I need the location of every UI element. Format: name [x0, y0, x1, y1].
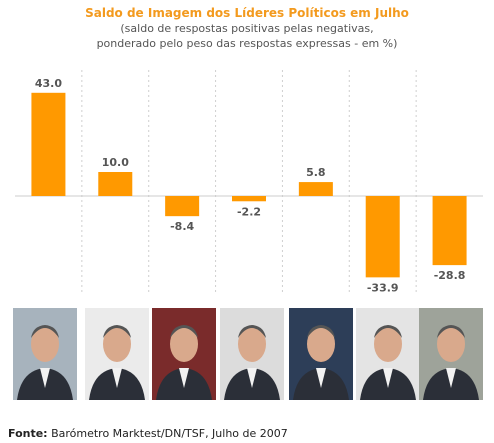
bar: [298, 182, 333, 196]
source-label: Fonte:: [8, 427, 48, 440]
portrait-photo: [289, 308, 353, 400]
source-note: Fonte: Barómetro Marktest/DN/TSF, Julho …: [8, 427, 288, 440]
bar: [98, 172, 133, 196]
portrait-photo: [13, 308, 77, 400]
bar: [31, 92, 66, 196]
data-label: 43.0: [35, 77, 62, 90]
bar: [232, 196, 266, 202]
bar: [365, 196, 400, 278]
data-label: -33.9: [367, 281, 399, 294]
portrait-strip: [0, 308, 494, 403]
data-label: 5.8: [306, 166, 326, 179]
data-label: -2.2: [237, 205, 261, 218]
portrait-photo: [152, 308, 216, 400]
chart-title: Saldo de Imagem dos Líderes Políticos em…: [85, 6, 409, 20]
portrait-photo: [356, 308, 420, 400]
data-label: -8.4: [170, 220, 194, 233]
portrait-photo: [419, 308, 483, 400]
bar-chart: 43.0 10.0 -8.4 -2.2 5.8 -33.9 -28.8: [15, 70, 483, 294]
data-label: 10.0: [102, 156, 129, 169]
source-text: Barómetro Marktest/DN/TSF, Julho de 2007: [51, 427, 288, 440]
chart-subtitle-line-2: ponderado pelo peso das respostas expres…: [96, 37, 398, 50]
data-label: -28.8: [434, 269, 466, 282]
portrait-photo: [220, 308, 284, 400]
chart-subtitle-line-1: (saldo de respostas positivas pelas nega…: [120, 22, 374, 35]
bar: [432, 196, 467, 266]
portrait-photo: [85, 308, 149, 400]
bar: [165, 196, 200, 217]
